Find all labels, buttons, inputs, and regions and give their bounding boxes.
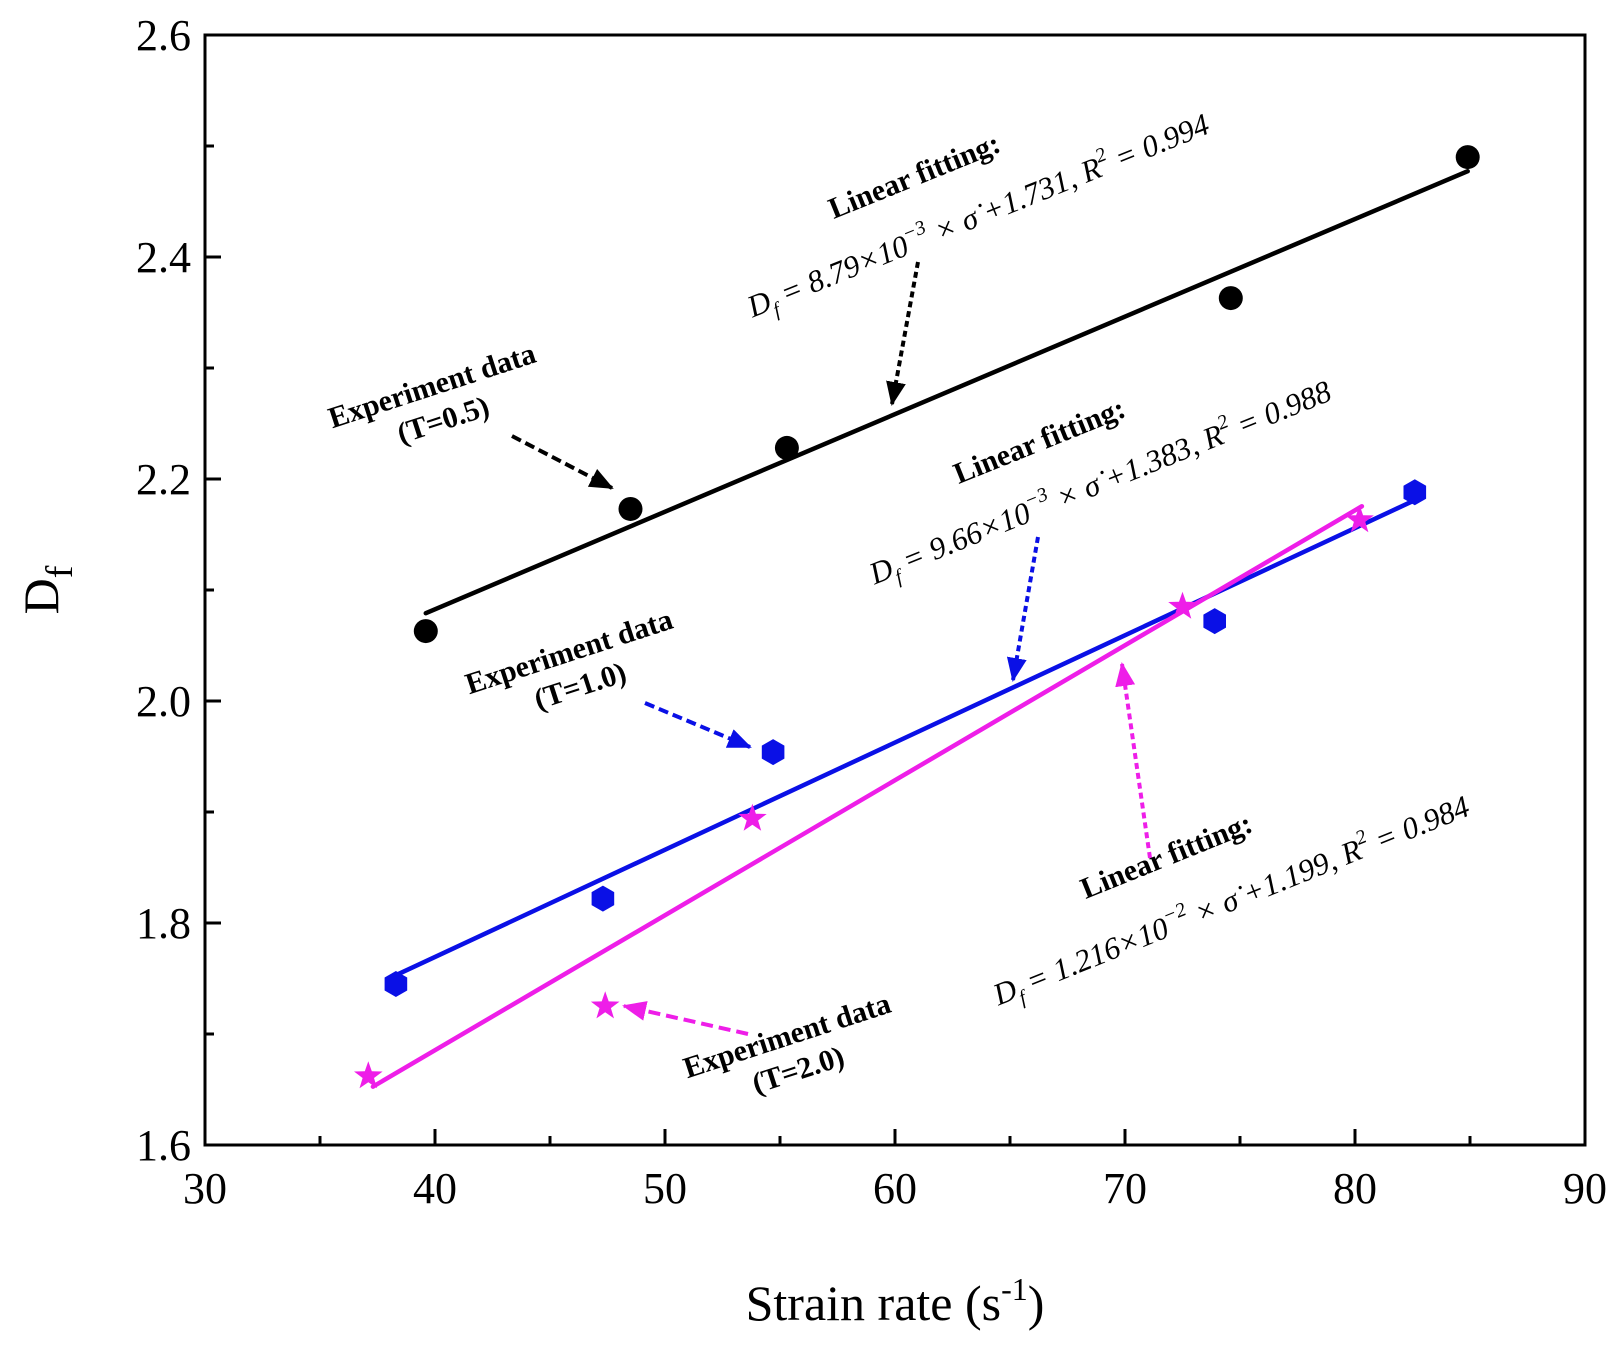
y-tick-label: 2.4	[136, 233, 191, 282]
arrow-fit-t20	[1115, 662, 1152, 859]
y-axis-title: Df	[13, 565, 81, 614]
label-exp-t10: Experiment data (T=1.0)	[461, 603, 676, 717]
y-tick-label: 2.6	[136, 11, 191, 60]
data-point-T=2.0	[590, 991, 620, 1019]
data-point-T=1.0	[1203, 608, 1226, 635]
axis-ticks: 30 40 50 60 70 80 90 1.6 1.8 2.0 2.2 2.4 2.6	[136, 11, 1607, 1213]
data-point-T=1.0	[761, 739, 785, 766]
label-exp-t20: Experiment data (T=2.0)	[679, 987, 894, 1101]
data-point-T=1.0	[1403, 479, 1427, 506]
y-tick-label: 2.2	[136, 455, 191, 504]
x-axis-title-text: Strain rate (s	[746, 1275, 1001, 1331]
x-tick-label: 90	[1563, 1164, 1607, 1213]
data-point-T=0.5	[1455, 145, 1480, 170]
data-point-T=2.0	[1345, 505, 1374, 533]
data-points	[354, 145, 1480, 1089]
y-axis-title-text: D	[13, 578, 69, 614]
x-tick-label: 30	[183, 1164, 227, 1213]
data-point-T=0.5	[774, 435, 799, 460]
data-point-T=2.0	[354, 1061, 383, 1089]
data-point-T=2.0	[738, 803, 767, 831]
fit-line-T=1.0	[393, 497, 1418, 978]
y-tick-label: 1.6	[136, 1121, 191, 1170]
data-point-T=0.5	[413, 619, 438, 644]
x-tick-label: 40	[413, 1164, 457, 1213]
data-point-T=0.5	[618, 496, 643, 521]
data-point-T=1.0	[384, 971, 408, 997]
x-axis-title-end: )	[1028, 1275, 1045, 1331]
x-axis-title-sup: -1	[1001, 1271, 1028, 1307]
y-axis-title-sub: f	[39, 565, 81, 578]
x-tick-label: 60	[873, 1164, 917, 1213]
fit-line-T=2.0	[370, 504, 1365, 1089]
arrow-fit-t05	[886, 261, 920, 406]
arrow-exp-t20	[622, 1001, 749, 1036]
arrow-exp-t05	[511, 434, 614, 490]
x-tick-label: 50	[643, 1164, 687, 1213]
data-point-T=1.0	[591, 885, 615, 912]
arrow-exp-t10	[644, 701, 752, 749]
fit-line-T=0.5	[423, 168, 1470, 616]
arrow-fit-t10	[1006, 536, 1040, 682]
x-axis-title: Strain rate (s-1)	[746, 1271, 1045, 1331]
label-exp-t05: Experiment data (T=0.5)	[324, 337, 539, 451]
data-point-T=0.5	[1218, 286, 1243, 311]
x-tick-label: 70	[1103, 1164, 1147, 1213]
y-tick-label: 2.0	[136, 677, 191, 726]
y-tick-label: 1.8	[136, 899, 191, 948]
data-point-T=2.0	[1168, 591, 1197, 619]
x-tick-label: 80	[1333, 1164, 1377, 1213]
fit-lines	[370, 168, 1470, 1089]
